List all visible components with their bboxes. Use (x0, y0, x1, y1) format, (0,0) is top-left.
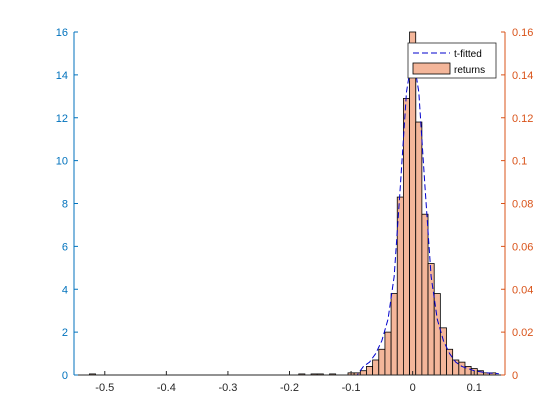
histogram-bar (439, 327, 447, 376)
histogram-bar (390, 293, 398, 376)
legend-returns-swatch (412, 62, 451, 75)
left-y-tick-label: 12 (56, 113, 68, 125)
left-y-tick-label: 8 (62, 199, 68, 211)
x-tick-label: -0.1 (342, 382, 361, 394)
axes: -0.5 -0.4 -0.3 -0.2 -0.1 0 0.1 0 2 4 6 8 10 12 14 16 0 0.… (56, 27, 534, 394)
histogram-bar (421, 213, 429, 376)
histogram-bar (378, 348, 386, 376)
right-y-tick-label: 0.02 (512, 327, 533, 339)
left-y-tick-label: 16 (56, 27, 68, 39)
x-tick-label: 0.1 (467, 382, 482, 394)
legend: t-fitted returns (407, 42, 497, 79)
histogram-bar (384, 331, 392, 376)
histogram-bars (88, 31, 497, 376)
fit-curve-line (73, 53, 499, 376)
right-y-tick-label: 0.06 (512, 241, 533, 253)
right-y-tick-label: 0.08 (512, 199, 533, 211)
left-y-tick-label: 0 (62, 370, 68, 382)
histogram-bar (403, 98, 410, 376)
right-y-tick-label: 0.14 (512, 70, 533, 82)
x-tick-label: 0 (410, 382, 416, 394)
right-y-tick-label: 0.04 (512, 284, 533, 296)
fit-curve-group (73, 53, 499, 376)
histogram-bar (458, 361, 466, 376)
left-y-tick-label: 6 (62, 241, 68, 253)
left-y-tick-label: 10 (56, 156, 68, 168)
histogram-bar (366, 366, 374, 376)
x-tick-label: -0.4 (157, 382, 176, 394)
left-y-tick-label: 4 (62, 284, 68, 296)
histogram-bar (359, 370, 367, 376)
left-y-tick-label: 2 (62, 327, 68, 339)
histogram-bar (372, 359, 380, 376)
x-tick-label: -0.2 (280, 382, 299, 394)
histogram-bar (415, 121, 423, 376)
right-y-tick-label: 0.12 (512, 113, 533, 125)
legend-label-fit: t-fitted (454, 49, 482, 60)
histogram-bar (427, 263, 435, 376)
legend-label-returns: returns (454, 65, 485, 76)
legend-box (407, 42, 497, 79)
left-y-tick-label: 14 (56, 70, 68, 82)
x-tick-label: -0.5 (95, 382, 114, 394)
right-y-tick-label: 0.16 (512, 27, 533, 39)
right-y-tick-label: 0 (512, 370, 518, 382)
histogram-bar (409, 31, 417, 376)
x-tick-label: -0.3 (218, 382, 237, 394)
right-y-tick-label: 0.1 (512, 156, 527, 168)
